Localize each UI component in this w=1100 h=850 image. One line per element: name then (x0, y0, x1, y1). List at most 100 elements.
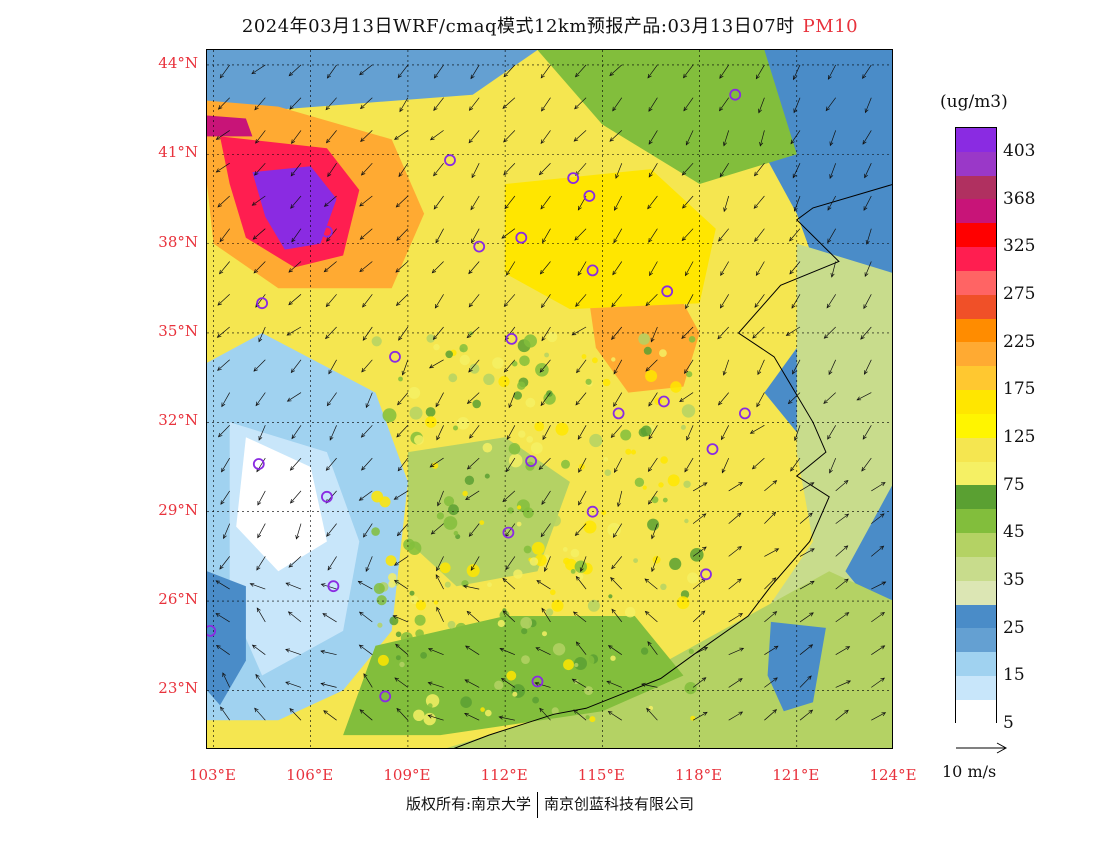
wind-vector (216, 162, 230, 173)
pm10-speckle (497, 619, 505, 628)
wind-vector (502, 578, 516, 590)
pm10-speckle (398, 376, 403, 382)
wind-vector (503, 162, 516, 176)
wind-vector (254, 97, 266, 111)
legend-unit: (ug/m3) (940, 92, 1008, 112)
wind-vector-head (863, 304, 868, 310)
wind-vector (864, 163, 872, 178)
wind-vector (754, 294, 765, 308)
wind-vector-head (427, 681, 433, 686)
wind-vector (826, 294, 836, 308)
footer-separator (537, 792, 539, 818)
wind-vector-head (251, 644, 257, 649)
latitude-label: 26°N (158, 590, 198, 609)
wind-vector-head (752, 334, 757, 339)
wind-vector-head (844, 612, 850, 617)
pm10-speckle (684, 518, 689, 524)
pm10-speckle (624, 606, 636, 618)
wind-vector-head (719, 106, 724, 112)
wind-vector (503, 130, 516, 143)
wind-vector-head (787, 399, 793, 405)
pm10-region-hebei-yellow (505, 169, 716, 310)
wind-vector-head (793, 108, 798, 114)
wind-vector-head (785, 331, 791, 336)
wind-vector (723, 359, 730, 376)
wind-vector-head (880, 612, 885, 617)
wind-vector (394, 677, 409, 688)
pm10-speckle (545, 608, 554, 616)
wind-vector (539, 162, 551, 175)
pm10-speckle (484, 473, 490, 479)
wind-vector-head (718, 237, 723, 242)
wind-vector (835, 680, 851, 688)
wind-vector (257, 523, 266, 538)
wind-vector (681, 228, 694, 241)
pm10-speckle (489, 620, 496, 627)
pm10-speckle (472, 399, 482, 409)
wind-vector (541, 326, 551, 341)
pm10-speckle (687, 572, 699, 584)
pm10-speckle (573, 682, 582, 691)
station-marker (612, 407, 625, 420)
wind-vector-head (648, 401, 653, 407)
wind-vector-head (291, 434, 296, 440)
wind-vector-head (326, 401, 331, 407)
wind-vector (429, 359, 444, 369)
wind-vector-head (503, 302, 509, 307)
wind-vector (682, 195, 694, 209)
wind-vector-head (808, 709, 814, 714)
wind-vector (471, 163, 480, 178)
wind-vector-head (288, 71, 294, 77)
pm10-speckle (467, 669, 473, 675)
pm10-speckle (461, 580, 469, 588)
wind-vector (856, 392, 872, 401)
wind-vector (215, 580, 230, 590)
wind-vector-head (809, 580, 815, 585)
wind-vector-head (220, 706, 225, 712)
legend-label: 25 (1003, 617, 1025, 638)
wind-vector (542, 425, 551, 440)
wind-vector (323, 710, 337, 721)
wind-vector-head (285, 582, 291, 587)
wind-vector-head (398, 172, 403, 178)
wind-vector-head (641, 682, 646, 687)
pm10-speckle (543, 392, 556, 405)
wind-vector-head (647, 467, 653, 472)
legend-label: 403 (1003, 140, 1036, 161)
pm10-speckle (534, 421, 545, 432)
pm10-speckle (549, 514, 561, 527)
wind-vector (217, 294, 230, 306)
wind-vector-head (647, 73, 652, 79)
pm10-speckle (585, 378, 592, 385)
wind-vector-head (464, 712, 469, 717)
legend-swatch (956, 128, 996, 152)
wind-vector-head (503, 72, 508, 78)
wind-vector (692, 677, 707, 688)
wind-vector (871, 513, 885, 524)
wind-vector-head (649, 271, 654, 277)
wind-vector (692, 711, 708, 721)
wind-vector (255, 130, 266, 144)
pm10-speckle (459, 344, 468, 353)
pm10-speckle (640, 425, 652, 437)
pm10-speckle (483, 373, 495, 385)
wind-vector-head (289, 708, 294, 713)
pm10-speckle (371, 336, 382, 347)
wind-vector-head (880, 482, 886, 487)
wind-vector (253, 359, 266, 372)
wind-vector (327, 556, 337, 571)
pm10-speckle (507, 507, 514, 514)
wind-vector-head (844, 709, 849, 715)
pm10-speckle (508, 453, 523, 468)
wind-vector (871, 645, 885, 655)
pm10-speckle (460, 696, 472, 708)
wind-vector-head (577, 435, 582, 440)
wind-vector (504, 195, 516, 209)
wind-vector-head (499, 647, 505, 652)
wind-vector (470, 556, 480, 571)
wind-vector-head (720, 271, 725, 276)
wind-vector (617, 490, 623, 507)
pm10-speckle (565, 558, 577, 571)
pm10-speckle (552, 643, 566, 656)
pm10-speckle (640, 647, 649, 655)
